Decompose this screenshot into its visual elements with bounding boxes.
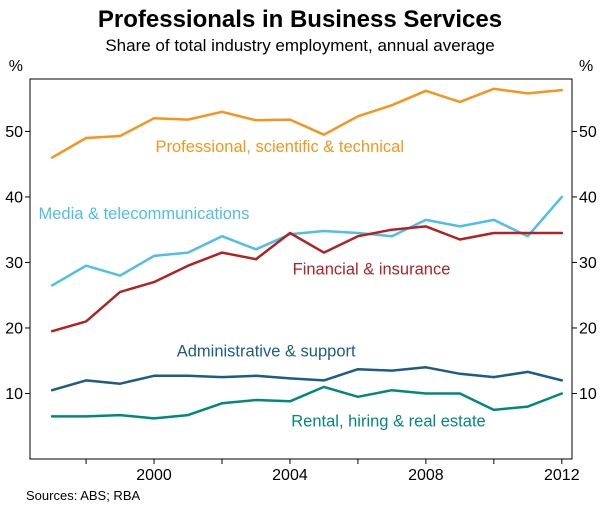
- y-tick-label-right: 20: [579, 320, 597, 337]
- series-line-rental-hiring-real-estate: [50, 385, 564, 420]
- x-tick-label: 2000: [136, 467, 172, 482]
- y-tick-label-left: 50: [5, 124, 23, 141]
- y-tick-label-left: 10: [5, 386, 23, 403]
- series-label-media-telecommunications: Media & telecommunications: [38, 205, 249, 223]
- y-tick-label-left: 20: [5, 320, 23, 337]
- series-label-professional-scientific-technical: Professional, scientific & technical: [155, 138, 404, 156]
- series-label-administrative-support: Administrative & support: [177, 343, 356, 361]
- plot-frame: [29, 78, 573, 460]
- series-line-administrative-support: [50, 366, 564, 392]
- y-tick-label-right: 30: [579, 255, 597, 272]
- y-tick-label-left: 40: [5, 189, 23, 206]
- series-line-financial-insurance: [50, 225, 564, 333]
- y-tick-label-right: 10: [579, 386, 597, 403]
- unit-label-right: %: [579, 58, 593, 75]
- series-label-rental-hiring-real-estate: Rental, hiring & real estate: [291, 413, 485, 431]
- series-line-media-telecommunications: [50, 195, 564, 287]
- chart-title: Professionals in Business Services: [97, 6, 503, 33]
- y-tick-label-right: 50: [579, 124, 597, 141]
- unit-label-left: %: [9, 58, 23, 75]
- x-tick-label: 2004: [272, 467, 308, 482]
- x-tick-label: 2012: [544, 467, 580, 482]
- series-label-financial-insurance: Financial & insurance: [293, 261, 451, 279]
- series-line-professional-scientific-technical: [50, 87, 564, 159]
- x-tick-label: 2008: [408, 467, 444, 482]
- y-tick-label-left: 30: [5, 255, 23, 272]
- y-tick-label-right: 40: [579, 189, 597, 206]
- line-chart: 10 10 20 20 30 30 40 40 50 50% % 2000 2004 2008 2012 Pr…: [5, 58, 597, 482]
- sources-note: Sources: ABS; RBA: [26, 488, 141, 503]
- chart-subtitle: Share of total industry employment, annu…: [105, 36, 495, 55]
